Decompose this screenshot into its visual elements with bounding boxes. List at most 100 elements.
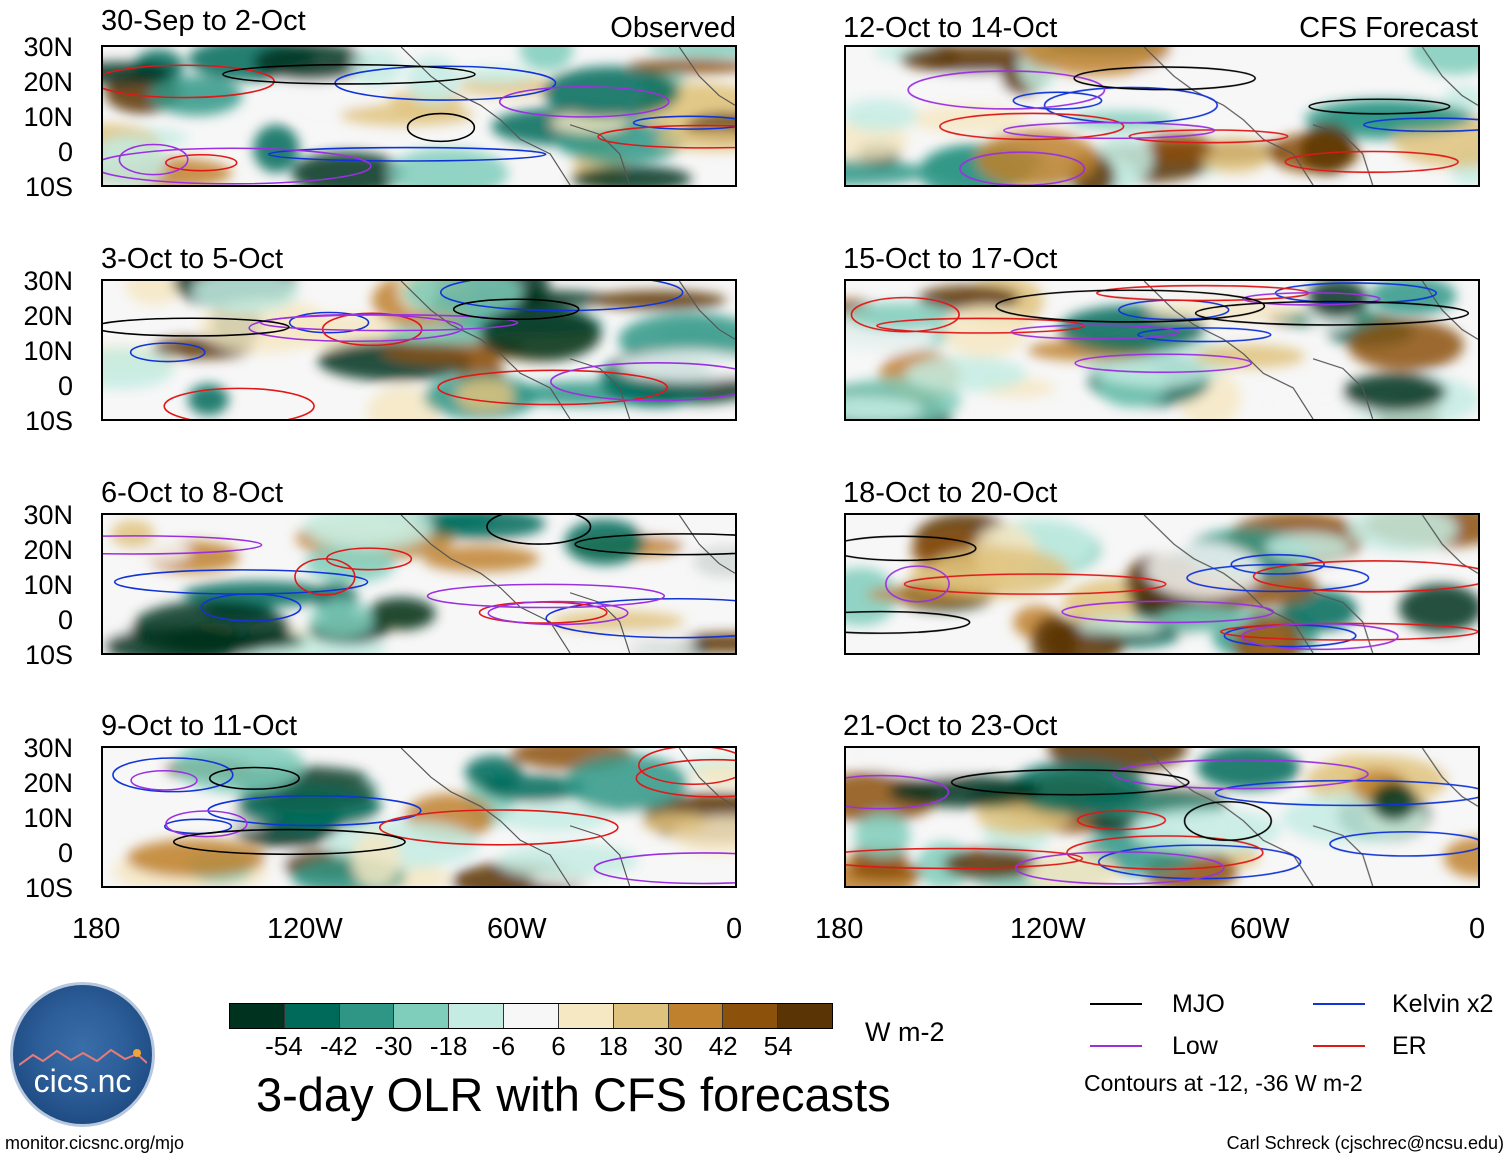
olr-anomaly-blob — [1299, 123, 1355, 175]
low-contour — [426, 583, 666, 609]
olr-anomaly-blob — [1147, 300, 1306, 322]
kelvin-contour — [200, 593, 302, 622]
coastline — [1143, 748, 1478, 886]
low-contour — [118, 143, 189, 176]
olr-anomaly-blob — [1020, 47, 1172, 76]
legend-line-mjo — [1090, 1003, 1142, 1005]
colorbar-tick-label: -6 — [491, 1031, 516, 1061]
low-contour — [1074, 353, 1253, 374]
low-contour — [1003, 121, 1216, 140]
olr-anomaly-blob — [1442, 85, 1478, 113]
colorbar-swatch — [668, 1004, 724, 1028]
colorbar-tick-label: 6 — [551, 1031, 566, 1061]
low-contour — [959, 151, 1086, 185]
colorbar-swatch — [723, 1004, 779, 1028]
logo-text: cics.nc — [33, 1063, 132, 1099]
low-contour — [907, 70, 1106, 110]
low-contour — [1241, 622, 1399, 651]
lat-label-10n-row3: 10N — [23, 570, 73, 600]
lat-label-0-row3: 0 — [57, 605, 73, 635]
olr-anomaly-blob — [846, 302, 954, 331]
lat-label-20n-row1: 20N — [23, 67, 73, 97]
er-contour — [1252, 560, 1478, 593]
panel-title-7: 18-Oct to 20-Oct — [843, 477, 1058, 509]
olr-anomaly-blob — [496, 804, 612, 832]
lon-label-60w-left: 60W — [487, 913, 547, 945]
lat-label-0-row1: 0 — [57, 137, 73, 167]
olr-anomaly-blob — [1157, 606, 1252, 632]
olr-anomaly-blob — [1324, 102, 1474, 132]
mjo-contour — [995, 289, 1266, 323]
panel-title-3: 6-Oct to 8-Oct — [101, 477, 284, 509]
colorbar-swatch — [504, 1004, 559, 1028]
olr-anomaly-field — [846, 281, 1478, 419]
olr-anomaly-blob — [918, 285, 1021, 312]
olr-anomaly-blob — [888, 775, 1041, 808]
colorbar-swatch — [339, 1004, 395, 1028]
olr-anomaly-blob — [846, 395, 923, 419]
coastline — [1143, 515, 1478, 653]
kelvin-contour — [440, 281, 684, 312]
colorbar-swatch — [394, 1004, 450, 1028]
olr-anomaly-blob — [464, 755, 523, 790]
lon-label-180-left: 180 — [72, 913, 121, 945]
colorbar-tick-label: 54 — [763, 1031, 793, 1061]
colorbar-tick-label: 30 — [653, 1031, 683, 1061]
olr-anomaly-blob — [1068, 111, 1176, 130]
lat-label-10s-row1: 10S — [24, 172, 73, 202]
mjo-contour — [846, 535, 977, 562]
low-contour — [1112, 758, 1369, 790]
kelvin-contour — [267, 146, 547, 162]
olr-anomaly-blob — [846, 98, 918, 132]
er-contour — [294, 557, 356, 596]
olr-anomaly-blob — [972, 403, 1098, 419]
mjo-contour — [452, 298, 580, 321]
footer-credit: Carl Schreck (cjschrec@ncsu.edu) — [1226, 1133, 1504, 1153]
legend-label-er: ER — [1392, 1032, 1427, 1060]
legend-line-er — [1313, 1045, 1365, 1047]
legend-label-low: Low — [1172, 1032, 1218, 1060]
lon-label-0-left: 0 — [726, 913, 743, 945]
er-contour — [638, 748, 735, 786]
legend-label-mjo: MJO — [1172, 990, 1225, 1018]
legend-line-kelvin — [1313, 1003, 1365, 1005]
lat-label-30n-row2: 30N — [23, 266, 73, 296]
lat-label-20n-row3: 20N — [23, 535, 73, 565]
coastline — [1143, 47, 1478, 185]
er-contour — [1219, 622, 1478, 641]
kelvin-contour — [112, 757, 234, 793]
er-contour — [597, 124, 735, 149]
olr-anomaly-blob — [351, 832, 401, 886]
map-panel-2 — [101, 279, 737, 421]
er-contour — [846, 847, 1084, 870]
olr-anomaly-field — [112, 748, 735, 886]
olr-anomaly-blob — [1342, 373, 1447, 412]
olr-anomaly-blob — [103, 135, 166, 185]
olr-anomaly-blob — [942, 848, 1040, 880]
olr-anomaly-field — [846, 748, 1478, 886]
mjo-contour — [406, 112, 476, 143]
olr-anomaly-blob — [422, 545, 540, 572]
olr-anomaly-blob — [253, 47, 367, 82]
mjo-contour — [103, 317, 290, 337]
er-contour — [939, 112, 1125, 141]
panel-title-5: 12-Oct to 14-Oct — [843, 12, 1058, 44]
olr-anomaly-blob — [111, 520, 155, 549]
olr-anomaly-blob — [908, 104, 1027, 134]
footer-url[interactable]: monitor.cicsnc.org/mjo — [5, 1133, 185, 1153]
kelvin-contour — [288, 311, 370, 334]
olr-anomaly-blob — [927, 546, 1070, 598]
olr-anomaly-blob — [899, 47, 1054, 74]
legend-label-kelvin: Kelvin x2 — [1392, 990, 1494, 1018]
er-contour — [437, 369, 669, 406]
colorbar-units: W m-2 — [865, 1017, 945, 1047]
lat-label-10n-row2: 10N — [23, 336, 73, 366]
er-contour — [903, 573, 1167, 595]
olr-anomaly-blob — [1347, 319, 1464, 371]
legend-line-low — [1090, 1045, 1142, 1047]
lat-label-20n-row2: 20N — [23, 301, 73, 331]
olr-anomaly-blob — [403, 281, 523, 318]
lat-label-20n-row4: 20N — [23, 768, 73, 798]
olr-anomaly-blob — [942, 304, 1029, 358]
olr-anomaly-blob — [103, 348, 175, 390]
